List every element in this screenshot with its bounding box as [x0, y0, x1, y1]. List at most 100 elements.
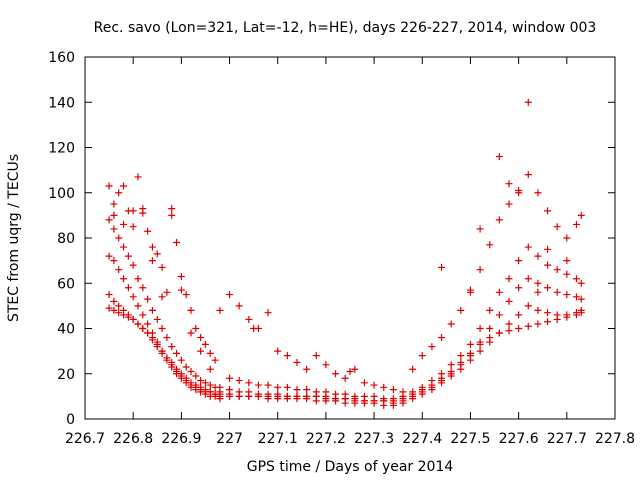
data-point: [187, 306, 195, 314]
data-point: [524, 171, 532, 179]
data-point: [197, 383, 205, 391]
data-point: [110, 225, 118, 233]
data-point: [264, 381, 272, 389]
data-point: [544, 261, 552, 269]
data-point: [235, 302, 243, 310]
x-tick-label: 227.8: [595, 431, 635, 447]
data-point: [466, 286, 474, 294]
data-series-4: [105, 304, 585, 405]
data-point: [148, 243, 156, 251]
data-point: [226, 392, 234, 400]
data-point: [534, 279, 542, 287]
data-point: [544, 284, 552, 292]
y-tick-label: 40: [57, 322, 75, 338]
data-point: [553, 288, 561, 296]
data-point: [495, 216, 503, 224]
x-tick-label: 226.7: [65, 431, 105, 447]
data-point: [110, 306, 118, 314]
data-point: [139, 284, 147, 292]
data-point: [250, 325, 258, 332]
data-point: [389, 397, 397, 405]
data-point: [173, 365, 181, 373]
data-point: [197, 347, 205, 355]
data-point: [216, 306, 224, 314]
data-point: [115, 189, 123, 197]
data-point: [563, 270, 571, 278]
x-tick-label: 227.3: [354, 431, 394, 447]
data-point: [332, 370, 340, 378]
data-point: [177, 356, 185, 364]
data-point: [110, 297, 118, 305]
x-tick-label: 227.7: [547, 431, 587, 447]
data-point: [534, 252, 542, 260]
data-point: [153, 315, 161, 323]
data-point: [134, 320, 142, 328]
data-point: [129, 315, 137, 323]
data-point: [201, 379, 209, 387]
data-point: [399, 395, 407, 403]
y-tick-label: 80: [57, 231, 75, 247]
data-point: [182, 291, 190, 299]
data-point: [254, 381, 262, 389]
data-point: [466, 349, 474, 357]
data-point: [120, 311, 128, 319]
data-point: [303, 386, 311, 394]
data-point: [457, 358, 465, 366]
data-point: [148, 257, 156, 265]
data-point: [360, 397, 368, 405]
data-point: [351, 395, 359, 403]
data-point: [283, 392, 291, 400]
data-point: [110, 200, 118, 208]
data-point: [226, 374, 234, 382]
data-point: [115, 266, 123, 274]
data-point: [105, 216, 113, 224]
data-point: [332, 395, 340, 403]
data-point: [226, 291, 234, 299]
data-point: [211, 356, 219, 364]
data-point: [505, 320, 513, 328]
data-point: [553, 266, 561, 274]
data-point: [572, 275, 580, 283]
data-point: [544, 309, 552, 317]
data-point: [466, 340, 474, 348]
x-tick-label: 227: [216, 431, 243, 447]
data-point: [505, 327, 513, 335]
data-point: [163, 288, 171, 296]
data-point: [120, 182, 128, 190]
data-point: [235, 377, 243, 385]
data-point: [577, 279, 585, 287]
data-point: [389, 386, 397, 394]
data-point: [206, 388, 214, 396]
data-point: [553, 315, 561, 323]
data-point: [158, 325, 166, 332]
data-point: [105, 252, 113, 260]
data-point: [148, 334, 156, 342]
data-point: [192, 381, 200, 389]
data-point: [163, 354, 171, 362]
data-point: [457, 352, 465, 360]
data-point: [457, 365, 465, 373]
data-point: [447, 320, 455, 328]
data-point: [134, 302, 142, 310]
data-point: [486, 306, 494, 314]
data-point: [110, 211, 118, 219]
data-point: [168, 205, 176, 213]
data-point: [534, 306, 542, 314]
data-point: [544, 318, 552, 326]
data-point: [515, 186, 523, 194]
data-point: [370, 381, 378, 389]
x-tick-label: 227.2: [306, 431, 346, 447]
data-point: [173, 239, 181, 247]
data-point: [418, 352, 426, 360]
y-tick-label: 160: [48, 50, 75, 66]
data-point: [505, 297, 513, 305]
data-point: [139, 209, 147, 217]
data-point: [447, 367, 455, 375]
data-point: [144, 329, 152, 337]
data-point: [495, 153, 503, 161]
data-point: [283, 352, 291, 360]
data-point: [264, 309, 272, 317]
plot-frame: [84, 56, 616, 420]
axis-ticks: 226.7 226.8 226.9 227 227.1 227.2 227.3 227.4 22…: [48, 50, 635, 447]
data-point: [524, 243, 532, 251]
